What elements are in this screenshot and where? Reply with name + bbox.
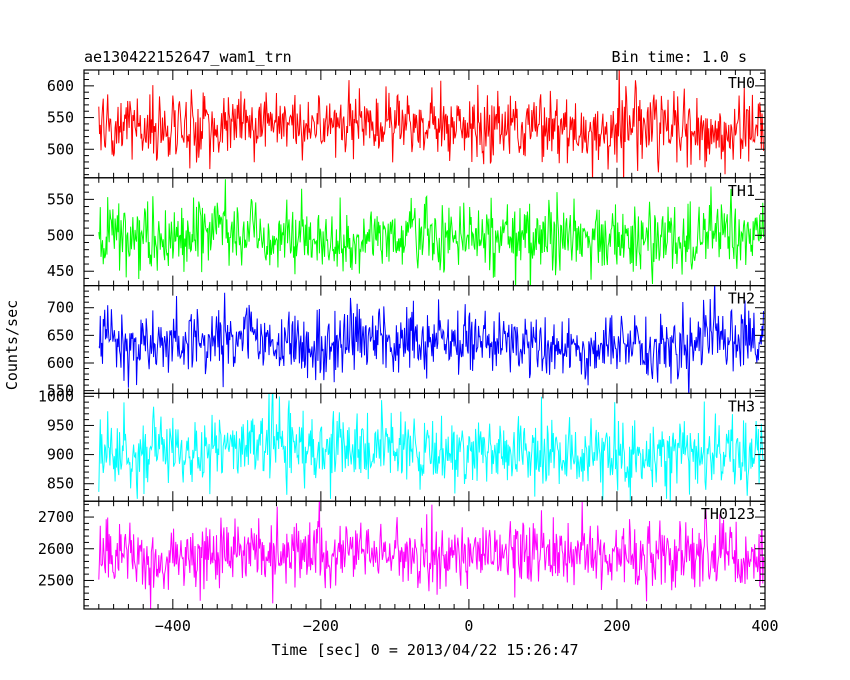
y-tick-label: 650 [47,326,74,344]
series-line-th3 [98,393,764,502]
y-tick-label: 550 [47,190,74,208]
x-tick-label: 400 [751,617,778,635]
y-tick-label: 1000 [38,387,74,405]
y-tick-label: 500 [47,140,74,158]
x-tick-label: 0 [464,617,473,635]
y-tick-label: 550 [47,382,74,400]
x-tick-label: −200 [303,617,339,635]
y-tick-label: 2700 [38,508,74,526]
series-name-label: TH2 [728,290,755,308]
x-tick-label: 200 [603,617,630,635]
y-axis-label: Counts/sec [3,300,21,390]
y-tick-label: 900 [47,446,74,464]
y-tick-label: 850 [47,475,74,493]
series-line-th0123 [98,501,765,610]
panel-stack: 500 550 600 TH0 450 500 550 TH1 550 600 650 700 TH2 8… [38,69,766,610]
y-tick-label: 2500 [38,571,74,589]
series-name-label: TH3 [728,397,755,415]
panel-th0: 500 550 600 TH0 [47,69,766,179]
series-name-label: TH1 [728,182,755,200]
series-line-th2 [98,285,765,394]
y-tick-label: 2600 [38,540,74,558]
y-tick-label: 450 [47,262,74,280]
series-line-th1 [98,179,765,286]
panel-th0123: 2500 2600 2700 TH0123 [38,500,766,610]
header-left-title: ae130422152647_wam1_trn [84,48,292,66]
y-tick-label: 550 [47,109,74,127]
panel-th1: 450 500 550 TH1 [47,177,766,287]
header-bin-time: Bin time: 1.0 s [612,48,747,66]
y-tick-label: 500 [47,226,74,244]
series-line-th0 [98,70,765,178]
x-axis: −400 −200 0 200 400 [155,617,779,635]
y-tick-label: 600 [47,77,74,95]
y-tick-label: 950 [47,416,74,434]
x-axis-label: Time [sec] 0 = 2013/04/22 15:26:47 [271,641,578,659]
x-tick-label: −400 [155,617,191,635]
y-tick-label: 700 [47,299,74,317]
series-name-label: TH0123 [701,505,755,523]
y-tick-label: 600 [47,354,74,372]
series-name-label: TH0 [728,74,755,92]
panel-th2: 550 600 650 700 TH2 [47,285,766,400]
panel-th3: 850 900 950 1000 TH3 [38,387,766,502]
